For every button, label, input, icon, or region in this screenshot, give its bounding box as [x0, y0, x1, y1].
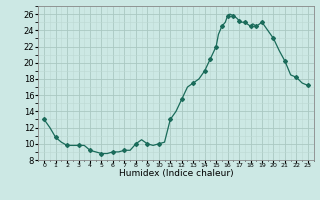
X-axis label: Humidex (Indice chaleur): Humidex (Indice chaleur)	[119, 169, 233, 178]
